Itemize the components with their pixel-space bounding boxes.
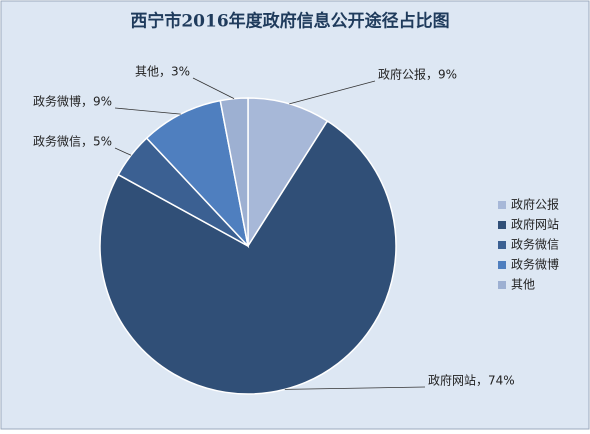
leader-line	[284, 386, 426, 390]
leader-line	[114, 147, 132, 156]
chart-title: 西宁市2016年度政府信息公开途径占比图	[130, 11, 449, 32]
legend-swatch	[498, 261, 506, 269]
pie-slice	[219, 97, 249, 247]
legend-label: 政府网站	[511, 217, 559, 232]
legend-swatch	[498, 221, 506, 229]
leader-line	[192, 77, 235, 100]
leader-line	[289, 80, 376, 105]
legend-label: 政府公报	[511, 197, 559, 212]
data-label: 政务微博，9%	[33, 94, 112, 109]
legend-swatch	[498, 281, 506, 289]
legend-label: 其他	[511, 278, 535, 292]
legend-swatch	[498, 241, 506, 249]
data-label: 其他，3%	[135, 65, 190, 79]
legend-label: 政务微信	[511, 237, 559, 252]
data-label: 政府网站，74%	[428, 373, 515, 388]
data-label: 政府公报，9%	[378, 67, 457, 82]
legend-swatch	[498, 201, 506, 209]
pie-slice	[247, 97, 329, 249]
data-label: 政务微信，5%	[33, 134, 112, 149]
legend-label: 政务微博	[511, 257, 559, 272]
leader-line	[114, 107, 181, 115]
pie-slice	[145, 99, 250, 249]
